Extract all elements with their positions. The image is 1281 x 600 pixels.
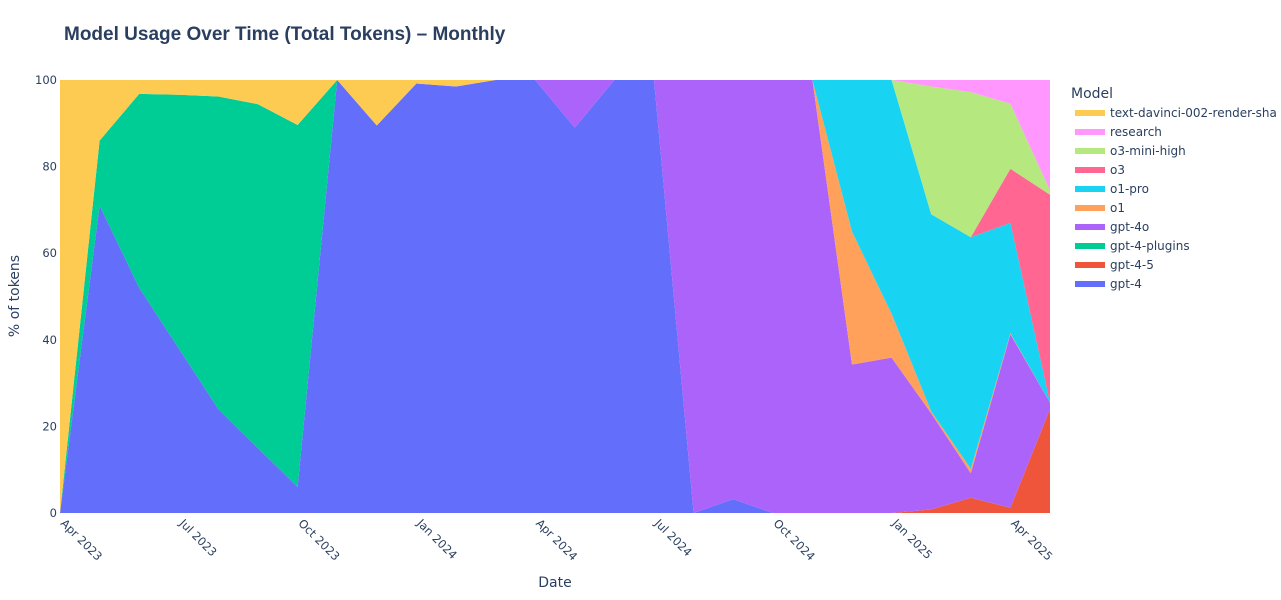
- y-tick-label: 60: [42, 246, 57, 260]
- area-series-gpt-4-plugins: [60, 80, 1050, 513]
- area-series-gpt-4o: [60, 80, 1050, 513]
- legend-label: o1: [1110, 201, 1125, 215]
- legend-label: o3-mini-high: [1110, 144, 1186, 158]
- legend-item-gpt-4-5[interactable]: gpt-4-5: [1075, 258, 1154, 272]
- legend-swatch: [1075, 167, 1105, 173]
- x-tick-label: Apr 2025: [1008, 516, 1055, 563]
- chart-title: Model Usage Over Time (Total Tokens) – M…: [64, 24, 506, 45]
- legend-swatch: [1075, 205, 1105, 211]
- x-tick-label: Jan 2024: [414, 516, 460, 562]
- legend[interactable]: Model text-davinci-002-render-sha researc…: [1071, 86, 1277, 291]
- y-tick-label: 80: [42, 160, 57, 174]
- y-axis-ticks: 0 20 40 60 80 100: [35, 73, 57, 520]
- legend-swatch: [1075, 262, 1105, 268]
- x-tick-label: Apr 2024: [533, 516, 580, 563]
- x-tick-label: Oct 2023: [295, 516, 342, 563]
- legend-item-o1-pro[interactable]: o1-pro: [1075, 182, 1149, 196]
- legend-swatch: [1075, 110, 1105, 116]
- legend-label: gpt-4-plugins: [1110, 239, 1190, 253]
- legend-item-text-davinci-002-render-sha[interactable]: text-davinci-002-render-sha: [1075, 106, 1277, 120]
- legend-item-research[interactable]: research: [1075, 125, 1162, 139]
- x-tick-label: Oct 2024: [771, 516, 818, 563]
- y-tick-label: 0: [50, 506, 57, 520]
- legend-item-o3-mini-high[interactable]: o3-mini-high: [1075, 144, 1186, 158]
- legend-label: o1-pro: [1110, 182, 1149, 196]
- legend-title: Model: [1071, 86, 1113, 102]
- y-tick-label: 40: [42, 333, 57, 347]
- legend-label: text-davinci-002-render-sha: [1110, 106, 1277, 120]
- legend-swatch: [1075, 129, 1105, 135]
- area-series-o3-mini-high: [60, 80, 1050, 513]
- legend-swatch: [1075, 148, 1105, 154]
- legend-swatch: [1075, 281, 1105, 287]
- y-tick-label: 100: [35, 73, 57, 87]
- legend-swatch: [1075, 224, 1105, 230]
- x-axis-title: Date: [538, 575, 571, 591]
- x-tick-label: Apr 2023: [58, 516, 105, 563]
- legend-item-o1[interactable]: o1: [1075, 201, 1125, 215]
- area-layer: [60, 80, 1050, 513]
- y-tick-label: 20: [42, 419, 57, 433]
- legend-label: o3: [1110, 163, 1125, 177]
- legend-swatch: [1075, 243, 1105, 249]
- legend-item-o3[interactable]: o3: [1075, 163, 1125, 177]
- x-axis-ticks: Apr 2023 Jul 2023 Oct 2023 Jan 2024 Apr 2024…: [58, 516, 1056, 564]
- x-tick-label: Jul 2023: [176, 516, 220, 560]
- x-tick-label: Jul 2024: [651, 516, 695, 560]
- legend-label: research: [1110, 125, 1162, 139]
- y-axis-title: % of tokens: [7, 255, 23, 337]
- legend-item-gpt-4[interactable]: gpt-4: [1075, 277, 1142, 291]
- legend-swatch: [1075, 186, 1105, 192]
- legend-label: gpt-4o: [1110, 220, 1149, 234]
- area-series-o1: [60, 80, 1050, 513]
- legend-item-gpt-4-plugins[interactable]: gpt-4-plugins: [1075, 239, 1190, 253]
- legend-label: gpt-4: [1110, 277, 1142, 291]
- legend-label: gpt-4-5: [1110, 258, 1154, 272]
- legend-item-gpt-4o[interactable]: gpt-4o: [1075, 220, 1149, 234]
- area-series-gpt-4: [60, 80, 1050, 513]
- x-tick-label: Jan 2025: [889, 516, 935, 562]
